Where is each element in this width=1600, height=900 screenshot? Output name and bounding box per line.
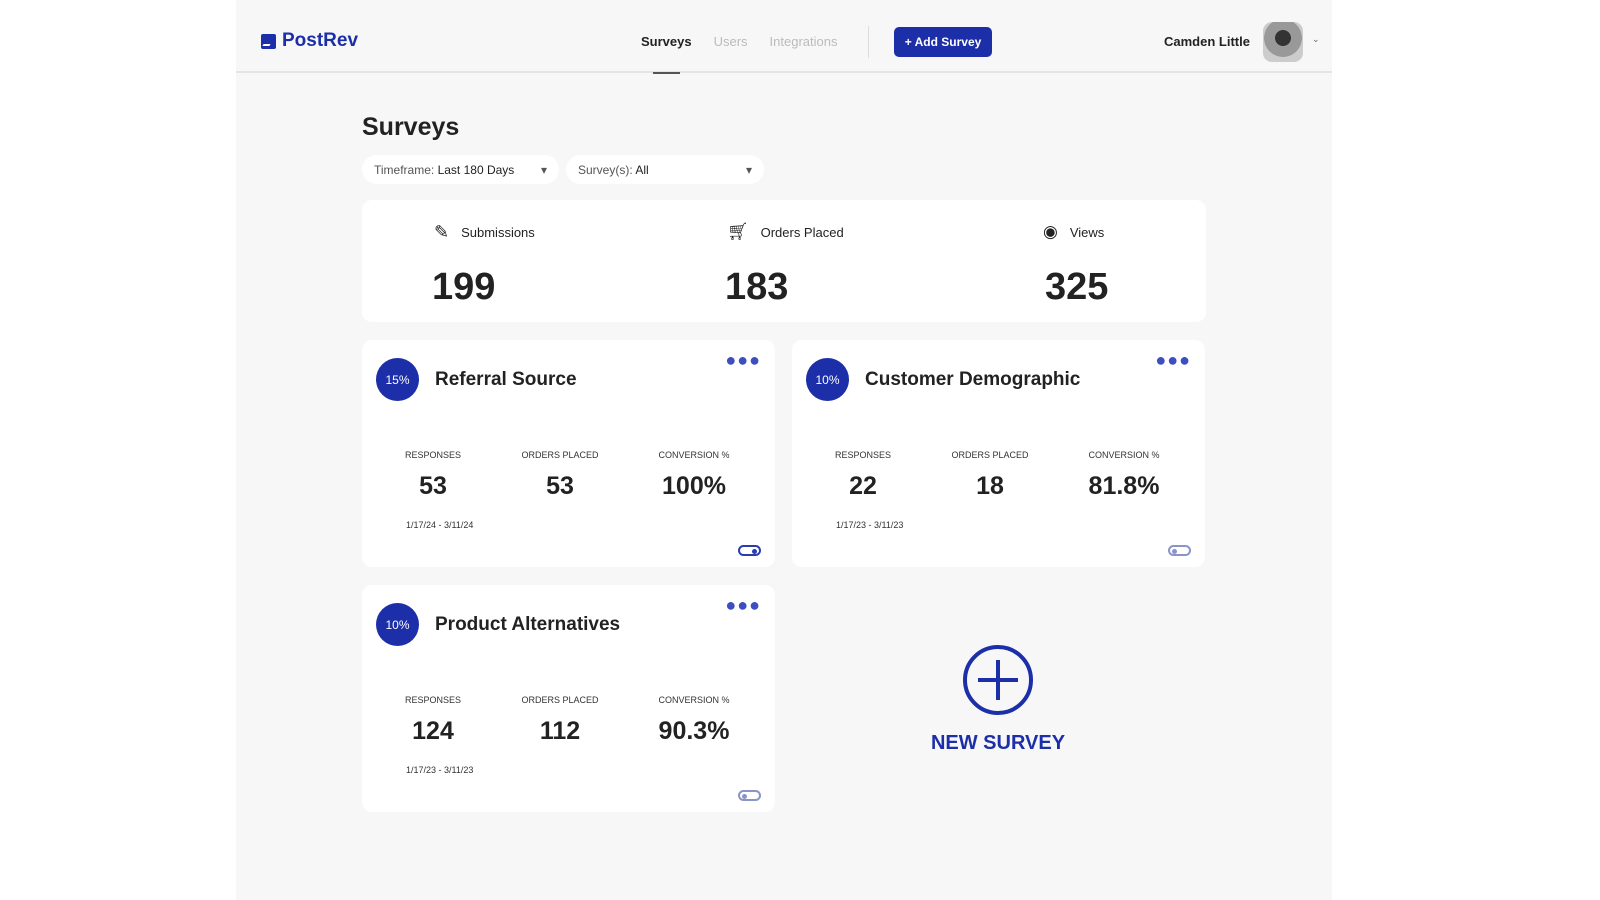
more-options-icon[interactable]: ●●● [1155,350,1191,370]
filter-label: Timeframe: [374,162,435,177]
new-survey-label: NEW SURVEY [930,732,1066,754]
more-options-icon[interactable]: ●●● [725,595,761,615]
brand-name: PostRev [282,30,359,51]
responses-value: 53 [419,472,447,500]
dropdown-caret-icon: ▾ [745,162,752,177]
stat-value: 199 [432,266,496,308]
filter-label: Survey(s): [578,162,633,177]
eye-icon: ◉ [1043,222,1058,241]
stat-value: 183 [725,266,789,308]
survey-title: Referral Source [435,369,577,390]
column-header: CONVERSION % [658,450,730,460]
user-name[interactable]: Camden Little [1164,34,1250,49]
nav-users[interactable]: Users [713,34,748,49]
chevron-down-icon[interactable]: ⌄ [1312,34,1320,44]
edit-icon: ✎ [434,222,450,242]
column-header: RESPONSES [404,695,462,705]
responses-value: 22 [849,472,877,500]
conversion-col: CONVERSION % 100% [634,450,754,501]
survey-title: Product Alternatives [435,614,621,635]
enable-toggle[interactable] [738,790,761,801]
conversion-col: CONVERSION % 90.3% [634,695,754,746]
logo[interactable]: PostRev [261,30,358,52]
responses-col: RESPONSES 53 [373,450,493,501]
column-header: RESPONSES [404,450,462,460]
column-header: CONVERSION % [1088,450,1160,460]
percent-badge: 10% [376,603,419,646]
date-range: 1/17/23 - 3/11/23 [836,520,904,530]
conversion-value: 100% [662,472,726,500]
page-title: Surveys [362,113,460,141]
survey-card[interactable]: 10% Customer Demographic ●●● RESPONSES 22… [792,340,1205,567]
responses-value: 124 [412,717,454,745]
stat-label: Submissions [461,225,535,240]
orders-value: 112 [539,717,581,745]
chat-logo-icon [261,33,276,49]
new-survey-button[interactable]: NEW SURVEY [898,645,1098,755]
survey-title: Customer Demographic [865,369,1081,390]
plus-circle-icon [963,645,1033,715]
divider [868,26,869,58]
responses-col: RESPONSES 124 [373,695,493,746]
add-survey-button[interactable]: + Add Survey [894,27,992,57]
survey-card[interactable]: 10% Product Alternatives ●●● RESPONSES 12… [362,585,775,812]
filter-value: All [635,162,649,177]
avatar[interactable] [1263,22,1303,62]
stats-card: ✎ Submissions 199 🛒︎ Orders Placed 183 ◉ Vi… [362,200,1206,322]
dropdown-caret-icon: ▾ [540,162,547,177]
column-header: ORDERS PLACED [951,450,1029,460]
orders-value: 18 [976,472,1004,500]
survey-filter[interactable]: Survey(s): All ▾ [566,155,764,184]
enable-toggle[interactable] [738,545,761,556]
nav-surveys[interactable]: Surveys [641,34,692,74]
conversion-value: 81.8% [1088,472,1160,500]
stat-label: Views [1069,224,1105,240]
responses-col: RESPONSES 22 [803,450,923,501]
conversion-col: CONVERSION % 81.8% [1064,450,1184,501]
filter-value: Last 180 Days [437,162,515,177]
orders-col: ORDERS PLACED 53 [500,450,620,501]
column-header: ORDERS PLACED [521,695,599,705]
cart-icon: 🛒︎ [727,222,749,241]
orders-col: ORDERS PLACED 112 [500,695,620,746]
date-range: 1/17/23 - 3/11/23 [406,765,474,775]
app: PostRev Surveys Users Integrations + Add… [236,0,1332,900]
column-header: CONVERSION % [658,695,730,705]
percent-badge: 15% [376,358,419,401]
nav-integrations[interactable]: Integrations [769,34,838,49]
survey-card[interactable]: 15% Referral Source ●●● RESPONSES 53 ORDE… [362,340,775,567]
stat-label: Orders Placed [760,224,844,240]
enable-toggle[interactable] [1168,545,1191,556]
date-range: 1/17/24 - 3/11/24 [406,520,474,530]
orders-col: ORDERS PLACED 18 [930,450,1050,501]
main-nav: Surveys Users Integrations [641,34,838,74]
orders-value: 53 [546,472,574,500]
stat-value: 325 [1045,266,1109,308]
conversion-value: 90.3% [658,717,730,745]
column-header: RESPONSES [834,450,892,460]
percent-badge: 10% [806,358,849,401]
timeframe-filter[interactable]: Timeframe: Last 180 Days ▾ [362,155,559,184]
header: PostRev Surveys Users Integrations + Add… [236,0,1332,74]
more-options-icon[interactable]: ●●● [725,350,761,370]
column-header: ORDERS PLACED [521,450,599,460]
